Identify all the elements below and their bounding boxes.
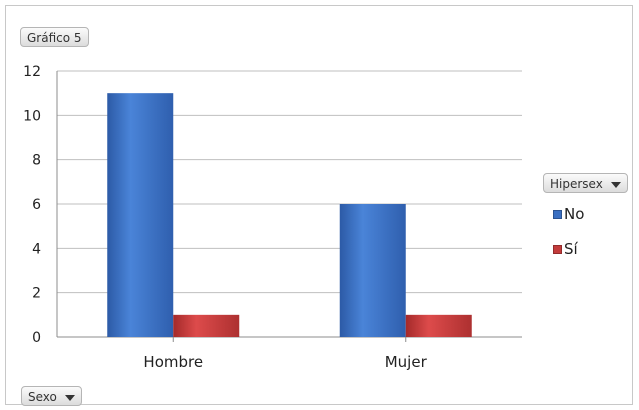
legend-label-si: Sí — [564, 240, 578, 258]
legend-swatch-si — [553, 245, 562, 254]
y-tick-label: 4 — [32, 241, 41, 257]
chart-title-label: Gráfico 5 — [27, 31, 82, 45]
chart-title-button[interactable]: Gráfico 5 — [20, 27, 89, 47]
y-tick-label: 10 — [23, 108, 41, 124]
hipersex-filter-label: Hipersex — [550, 177, 603, 191]
legend-item-no: No — [553, 205, 584, 223]
x-tick-label: Hombre — [143, 353, 203, 371]
bar-mujer-no — [339, 204, 406, 337]
y-tick-label: 2 — [32, 286, 41, 302]
chevron-down-icon — [64, 394, 75, 401]
bar-mujer-si — [405, 314, 472, 337]
sexo-filter-label: Sexo — [28, 390, 57, 404]
bar-hombre-no — [107, 93, 174, 338]
chevron-down-icon — [610, 181, 621, 188]
sexo-filter-button[interactable]: Sexo — [21, 386, 82, 406]
bar-hombre-si — [173, 314, 240, 337]
legend-label-no: No — [564, 205, 585, 223]
x-tick-label: Mujer — [385, 353, 428, 371]
legend-swatch-no — [553, 210, 562, 219]
y-tick-label: 6 — [32, 197, 41, 213]
hipersex-filter-button[interactable]: Hipersex — [543, 173, 628, 193]
legend-item-si: Sí — [553, 240, 578, 258]
y-tick-label: 8 — [32, 153, 41, 169]
y-tick-label: 0 — [32, 330, 41, 346]
y-tick-label: 12 — [23, 64, 41, 80]
